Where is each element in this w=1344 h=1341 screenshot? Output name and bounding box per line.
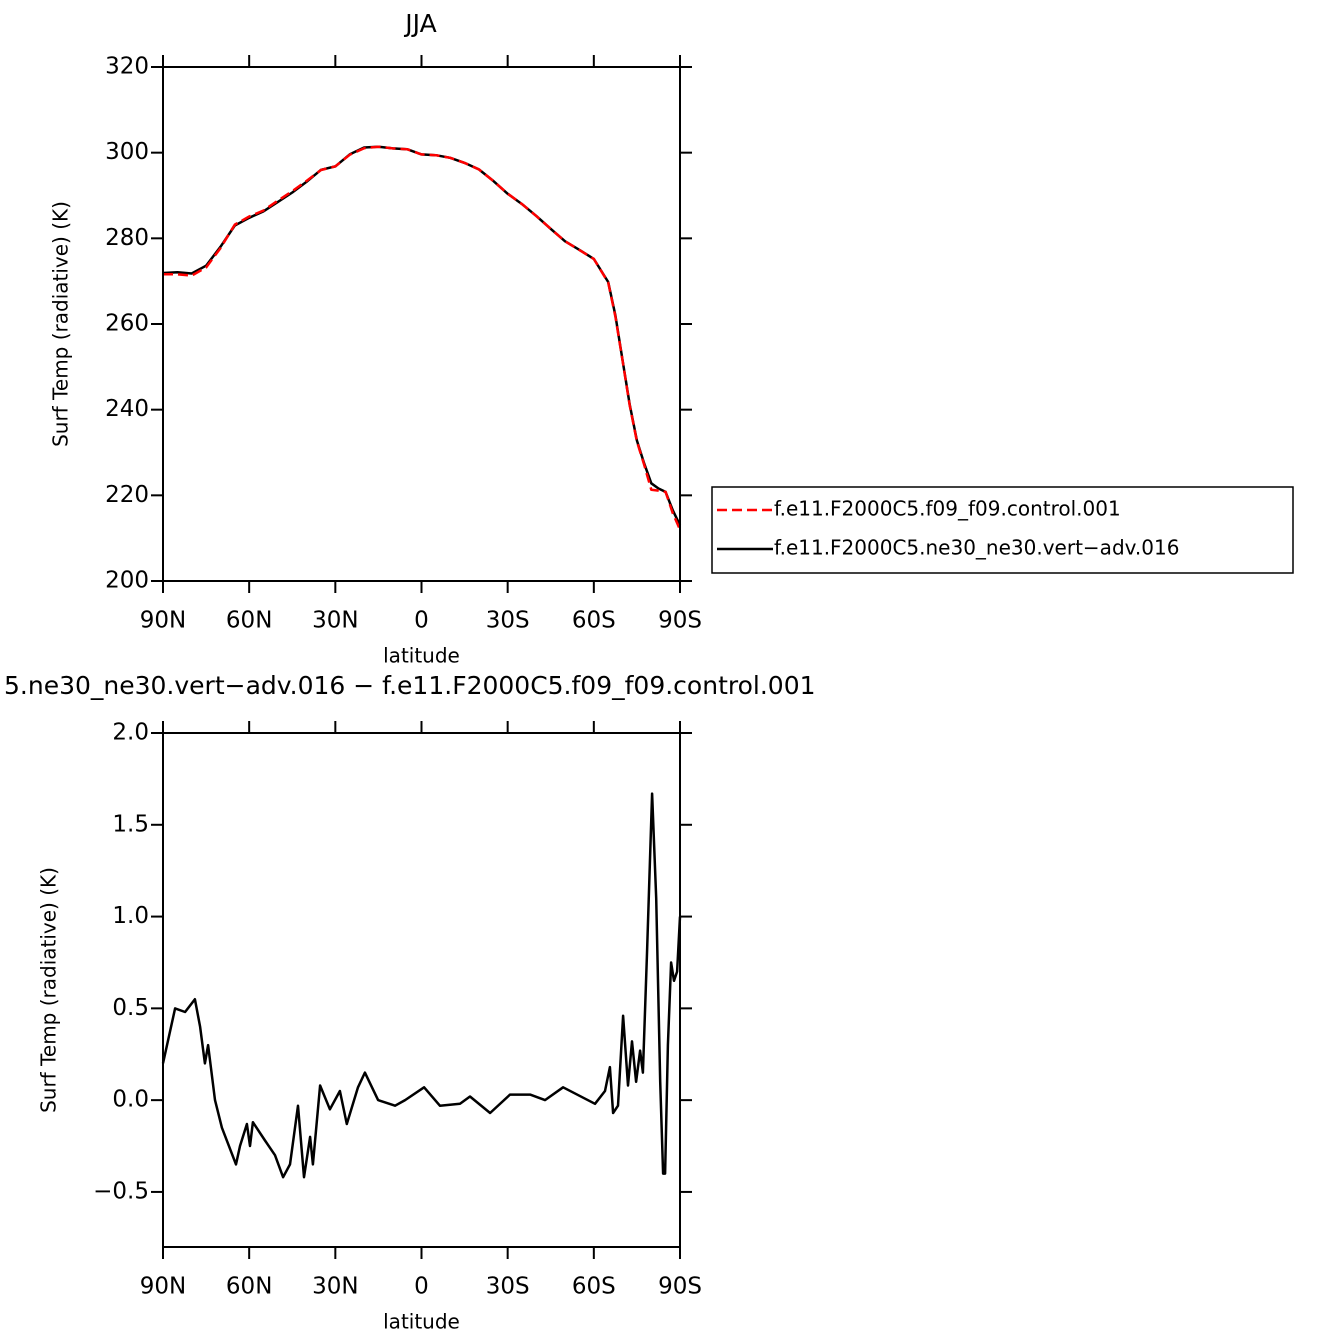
x-tick-label: 30S — [486, 1274, 530, 1300]
x-axis-label: latitude — [383, 1310, 460, 1334]
x-tick-label: 60N — [226, 1274, 272, 1300]
x-tick-label: 90N — [140, 1274, 186, 1300]
y-tick-label: 1.5 — [112, 811, 149, 837]
y-tick-label: 0.0 — [112, 1087, 149, 1113]
data-line — [161, 792, 682, 1179]
chart-title: 5.ne30_ne30.vert−adv.016 − f.e11.F2000C5… — [4, 671, 816, 700]
y-tick-label: 300 — [105, 139, 149, 165]
legend-label: f.e11.F2000C5.f09_f09.control.001 — [774, 497, 1121, 521]
x-tick-label: 30N — [312, 608, 358, 634]
x-axis-label: latitude — [383, 644, 460, 668]
y-tick-label: 0.5 — [112, 995, 149, 1021]
x-tick-label: 60N — [226, 608, 272, 634]
data-line — [162, 145, 682, 526]
x-tick-label: 0 — [414, 608, 429, 634]
legend-box — [711, 486, 1294, 574]
x-tick-label: 30S — [486, 608, 530, 634]
y-tick-label: 280 — [105, 225, 149, 251]
y-axis-label: Surf Temp (radiative) (K) — [49, 201, 73, 447]
y-tick-label: 2.0 — [112, 720, 149, 746]
x-tick-label: 90N — [140, 608, 186, 634]
y-tick-label: 220 — [105, 482, 149, 508]
plot-frame — [162, 732, 681, 1248]
legend-label: f.e11.F2000C5.ne30_ne30.vert−adv.016 — [774, 536, 1179, 560]
chart-title: JJA — [403, 9, 436, 38]
x-tick-label: 60S — [572, 1274, 616, 1300]
y-tick-label: 1.0 — [112, 903, 149, 929]
y-axis-label: Surf Temp (radiative) (K) — [37, 867, 61, 1113]
plot-frame — [162, 66, 681, 582]
y-tick-label: 320 — [105, 54, 149, 80]
y-tick-label: −0.5 — [93, 1178, 149, 1204]
x-tick-label: 0 — [414, 1274, 429, 1300]
y-tick-label: 200 — [105, 568, 149, 594]
y-tick-label: 260 — [105, 311, 149, 337]
x-tick-label: 90S — [658, 1274, 702, 1300]
y-tick-label: 240 — [105, 396, 149, 422]
x-tick-label: 60S — [572, 608, 616, 634]
data-line — [163, 145, 682, 531]
x-tick-label: 90S — [658, 608, 702, 634]
x-tick-label: 30N — [312, 1274, 358, 1300]
